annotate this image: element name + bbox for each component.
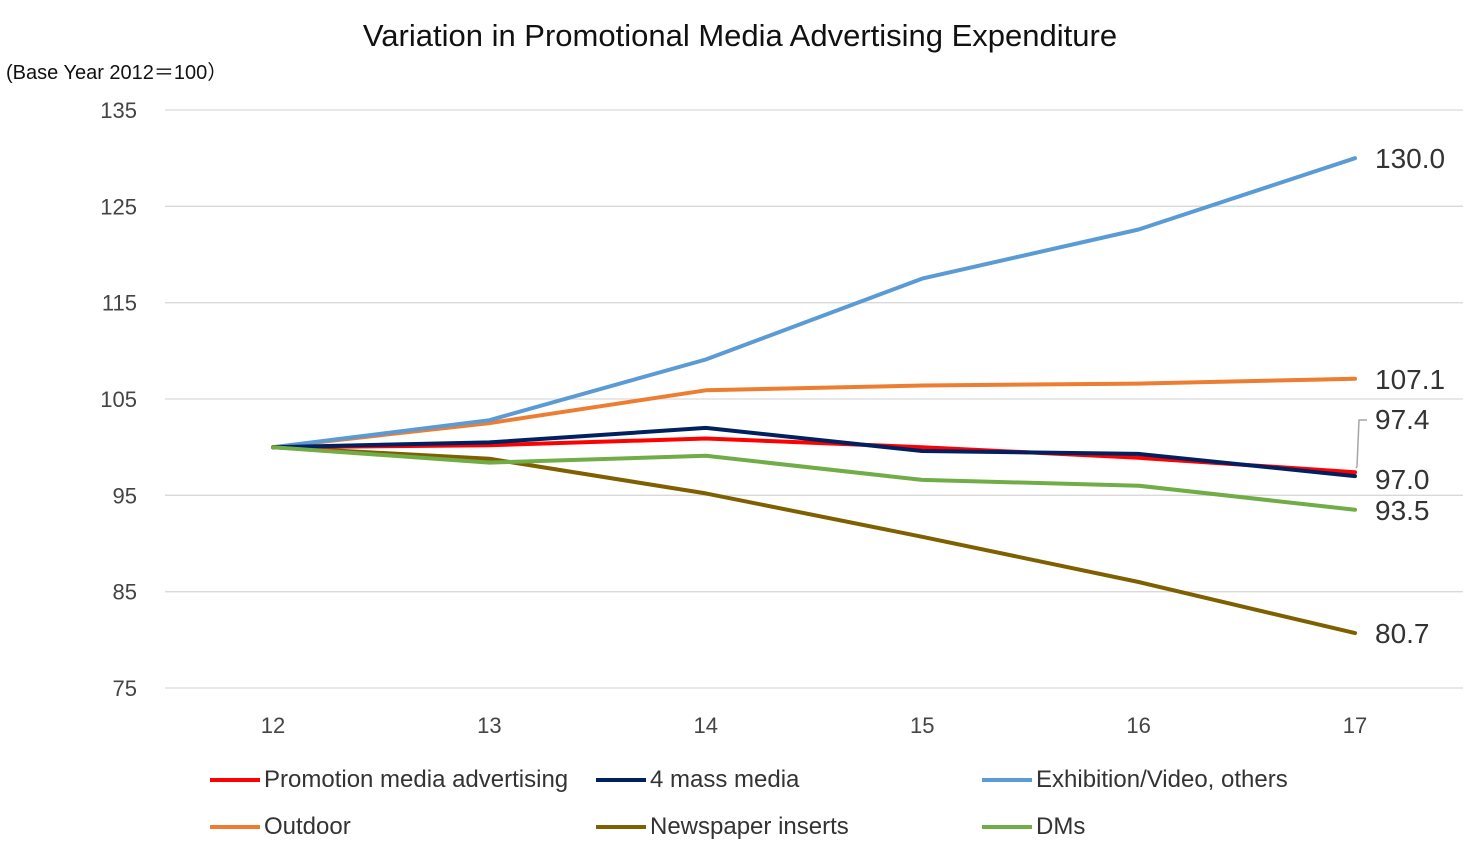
x-tick-label: 15 xyxy=(910,713,934,738)
legend-item: DMs xyxy=(982,812,1085,842)
legend-label: Promotion media advertising xyxy=(264,766,569,793)
y-tick-label: 95 xyxy=(113,483,137,508)
legend-swatch xyxy=(982,825,1032,829)
data-label: 97.4 xyxy=(1375,404,1430,435)
legend-item: Exhibition/Video, others xyxy=(982,765,1288,795)
legend-item: 4 mass media xyxy=(596,765,799,795)
series-line xyxy=(271,425,1357,479)
legend-swatch xyxy=(982,778,1032,782)
x-tick-label: 17 xyxy=(1343,713,1367,738)
data-label: 80.7 xyxy=(1375,618,1430,649)
y-tick-label: 135 xyxy=(100,98,137,123)
y-tick-labels: 75 85 95 105 115 125 135 xyxy=(100,98,137,701)
legend-swatch xyxy=(210,778,260,782)
data-label: 130.0 xyxy=(1375,143,1445,174)
series-line xyxy=(271,156,1357,450)
leader-line xyxy=(1355,419,1367,469)
x-tick-labels: 12 13 14 15 16 17 xyxy=(261,713,1367,738)
y-axis-unit-label: (Base Year 2012＝100） xyxy=(6,62,228,84)
x-tick-label: 12 xyxy=(261,713,285,738)
y-tick-label: 85 xyxy=(113,580,137,605)
data-label: 97.0 xyxy=(1375,464,1430,495)
data-label: 107.1 xyxy=(1375,364,1445,395)
data-label: 93.5 xyxy=(1375,495,1430,526)
legend-item: Outdoor xyxy=(210,812,351,842)
series-line xyxy=(271,445,1357,512)
x-tick-label: 13 xyxy=(477,713,501,738)
legend-swatch xyxy=(596,778,646,782)
x-tick-label: 14 xyxy=(694,713,718,738)
x-tick-label: 16 xyxy=(1126,713,1150,738)
series-line xyxy=(271,376,1357,450)
legend-label: 4 mass media xyxy=(650,766,800,793)
gridlines xyxy=(165,109,1463,689)
y-tick-label: 125 xyxy=(100,194,137,219)
series-line xyxy=(271,436,1357,475)
legend: Promotion media advertising 4 mass media… xyxy=(210,763,1470,855)
legend-item: Newspaper inserts xyxy=(596,812,849,842)
series-lines xyxy=(271,156,1357,636)
legend-label: Newspaper inserts xyxy=(650,813,849,840)
legend-label: DMs xyxy=(1036,813,1086,840)
legend-item: Promotion media advertising xyxy=(210,765,568,795)
y-tick-label: 105 xyxy=(100,387,137,412)
series-line xyxy=(271,445,1357,636)
end-labels: 97.4 97.0 130.0 107.1 80.7 93.5 xyxy=(1355,143,1445,649)
legend-label: Outdoor xyxy=(264,813,351,840)
y-tick-label: 115 xyxy=(102,291,137,316)
y-tick-label: 75 xyxy=(113,676,137,701)
legend-swatch xyxy=(210,825,260,829)
legend-swatch xyxy=(596,825,646,829)
legend-label: Exhibition/Video, others xyxy=(1036,766,1288,793)
chart-title: Variation in Promotional Media Advertisi… xyxy=(362,18,1118,53)
